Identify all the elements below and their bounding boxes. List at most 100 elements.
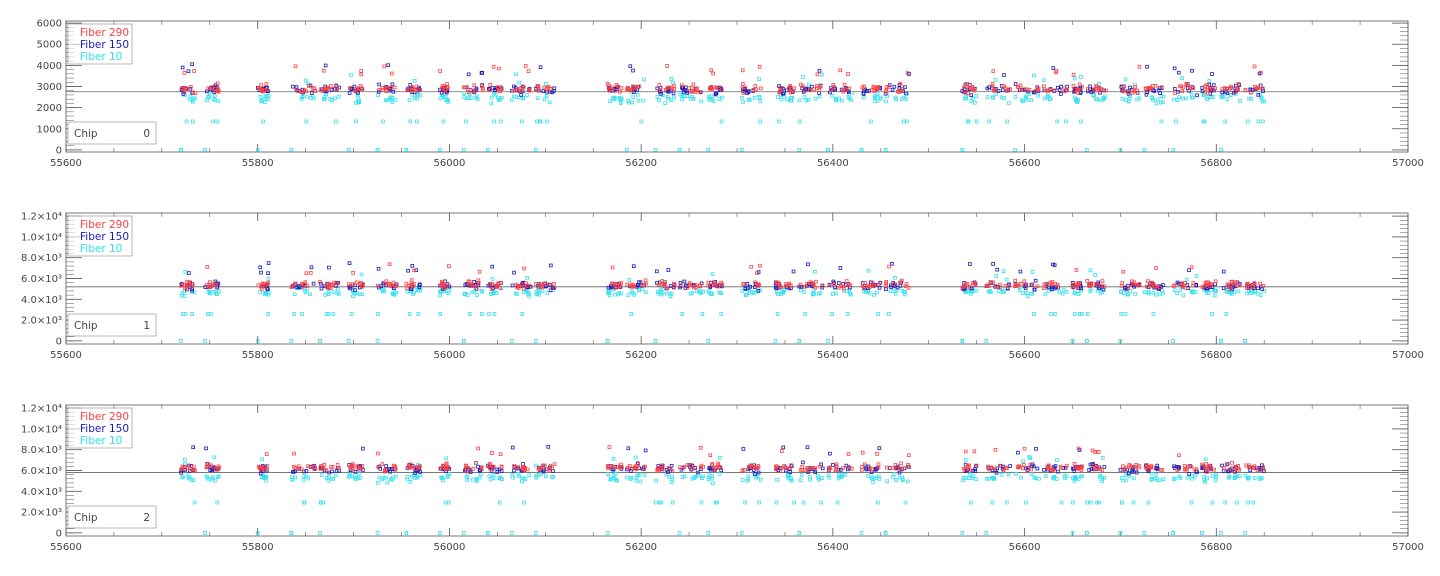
data-point [1044, 283, 1049, 287]
data-point [441, 119, 446, 124]
data-point [804, 98, 809, 103]
data-point [1225, 289, 1229, 294]
data-point [326, 290, 331, 294]
data-point [311, 96, 316, 101]
data-point [668, 469, 673, 473]
data-point [1022, 463, 1026, 467]
data-point [897, 86, 902, 91]
data-point [864, 467, 869, 472]
data-point [672, 95, 676, 100]
data-point [179, 86, 184, 91]
data-point [876, 312, 880, 316]
data-point [861, 95, 866, 100]
series-fiber-150 [179, 261, 1264, 343]
data-point [669, 98, 674, 102]
data-point [463, 85, 467, 90]
data-point [466, 96, 470, 100]
data-point [801, 75, 805, 79]
data-point [677, 148, 682, 152]
data-point [404, 148, 409, 152]
data-point [638, 479, 643, 484]
data-point [417, 283, 422, 287]
data-point [1024, 291, 1029, 295]
data-point [707, 466, 711, 471]
data-point [468, 470, 473, 474]
data-point [1029, 467, 1034, 472]
data-point [1088, 268, 1093, 273]
data-point [990, 500, 995, 505]
data-point [875, 290, 879, 295]
data-point [792, 500, 796, 505]
data-point [465, 474, 470, 479]
data-point [1099, 87, 1104, 91]
data-point [385, 480, 389, 485]
data-point [304, 89, 309, 94]
data-point [890, 261, 894, 266]
data-point [775, 477, 779, 482]
data-point [187, 271, 191, 275]
data-point [445, 475, 450, 479]
data-point [1224, 312, 1229, 316]
data-point [968, 85, 973, 90]
data-point [610, 464, 615, 469]
data-point [358, 84, 363, 88]
data-point [1055, 119, 1060, 124]
data-point [669, 463, 674, 468]
data-point [906, 453, 911, 457]
data-point [215, 81, 220, 86]
data-point [391, 280, 396, 285]
data-point [327, 470, 331, 475]
data-point [610, 281, 614, 286]
chip-label-box [67, 313, 157, 337]
data-point [1080, 474, 1084, 479]
data-point [499, 469, 504, 473]
data-point [1120, 97, 1125, 101]
data-point [779, 285, 783, 289]
data-point [987, 119, 991, 124]
data-point [783, 282, 788, 286]
data-point [440, 463, 445, 468]
data-point [1073, 312, 1077, 316]
data-point [706, 283, 711, 288]
data-point [438, 531, 442, 535]
data-point [960, 339, 965, 343]
data-point [359, 69, 363, 73]
data-point [685, 94, 690, 98]
data-point [968, 262, 972, 266]
data-point [318, 467, 323, 471]
data-point [671, 80, 675, 85]
data-point [181, 282, 186, 287]
data-point [973, 101, 977, 105]
data-point [191, 464, 196, 469]
data-point [336, 280, 340, 285]
data-point [610, 265, 615, 270]
data-point [203, 531, 207, 535]
data-point [479, 472, 483, 476]
data-point [1180, 76, 1184, 80]
data-point [259, 270, 263, 275]
x-tick-label: 55600 [50, 350, 82, 361]
data-point [656, 282, 661, 287]
data-point [405, 286, 409, 290]
data-point [388, 86, 393, 91]
data-point [840, 98, 844, 103]
data-point [1016, 85, 1021, 90]
data-point [491, 472, 496, 477]
data-point [708, 453, 713, 458]
data-point [719, 283, 724, 287]
data-point [719, 87, 724, 92]
data-point [690, 467, 694, 471]
data-point [658, 465, 662, 470]
data-point [382, 476, 386, 480]
y-tick-label: 4.0×10³ [21, 487, 62, 498]
data-point [1200, 531, 1204, 535]
y-tick-label: 5000 [37, 40, 62, 51]
data-point [1016, 84, 1020, 89]
x-tick-label: 57000 [1392, 542, 1424, 553]
data-point [1158, 285, 1162, 290]
data-point [1229, 86, 1234, 90]
data-point [360, 284, 365, 289]
data-point [960, 148, 965, 152]
x-tick-label: 56600 [1009, 158, 1041, 169]
data-point [1070, 339, 1075, 343]
